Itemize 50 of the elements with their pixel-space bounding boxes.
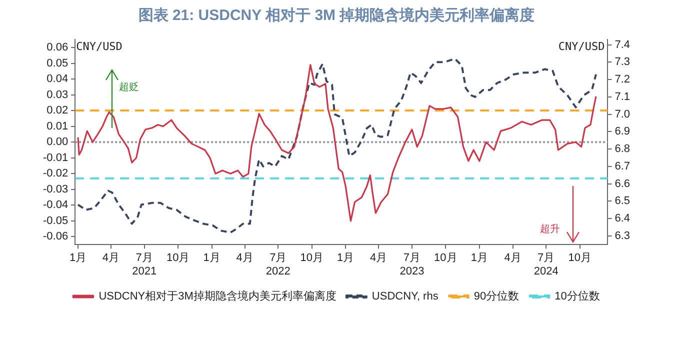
y-tick-label: 0.04 (46, 73, 68, 86)
y-tick-label: -0.04 (42, 199, 68, 212)
y-axis-title: CNY/USD (76, 40, 122, 53)
y2-tick-label: 6.4 (614, 212, 630, 225)
legend-label: USDCNY相对于3M掉期隐含境内美元利率偏离度 (98, 290, 336, 303)
y-tick-label: -0.02 (42, 168, 68, 180)
x-tick-label: 4月 (370, 252, 388, 264)
y-tick-label: 0.06 (46, 42, 68, 54)
y2-tick-label: 7.0 (614, 108, 630, 120)
annotation: 超贬 (119, 80, 139, 94)
y2-tick-label: 6.8 (614, 143, 630, 156)
y2-tick-label: 6.9 (614, 126, 630, 138)
x-tick-label: 1月 (337, 252, 354, 264)
x-tick-label: 7月 2024 (534, 252, 558, 278)
x-tick-label: 4月 (504, 252, 522, 264)
legend-label: 10分位数 (554, 290, 600, 303)
x-tick-label: 10月 (434, 252, 458, 264)
y-tick-label: -0.01 (42, 152, 68, 164)
y2-tick-label: 6.7 (614, 160, 630, 172)
legend-label: 90分位数 (474, 290, 520, 303)
x-tick-label: 4月 (236, 252, 254, 264)
y2-tick-label: 7.3 (614, 56, 630, 68)
x-tick-label: 1月 (69, 252, 87, 264)
y2-tick-label: 6.6 (614, 178, 630, 190)
y-tick-label: 0.03 (46, 88, 68, 101)
x-tick-label: 7月 2023 (400, 252, 424, 278)
x-tick-label: 7月 2022 (266, 252, 290, 278)
legend-label: USDCNY, rhs (372, 290, 439, 303)
y2-axis-title: CNY/USD (558, 40, 605, 53)
y2-tick-label: 6.3 (614, 230, 630, 242)
y-tick-label: 0.01 (46, 120, 68, 132)
y-tick-label: -0.06 (42, 230, 68, 243)
y-tick-label: -0.03 (42, 183, 68, 196)
y2-tick-label: 7.1 (614, 90, 630, 103)
x-tick-label: 10月 (166, 252, 190, 264)
chart-title: 图表 21: USDCNY 相对于 3M 掉期隐含境内美元利率偏离度 (137, 6, 536, 25)
annotation: 超升 (540, 222, 560, 236)
x-tick-label: 10月 (568, 252, 592, 264)
y-tick-label: 0.00 (46, 136, 68, 148)
y2-tick-label: 6.5 (614, 195, 630, 208)
x-tick-label: 10月 (300, 252, 324, 264)
x-tick-label: 4月 (102, 252, 120, 264)
x-tick-label: 1月 (470, 252, 488, 264)
y-tick-label: 0.02 (46, 104, 68, 117)
y2-tick-label: 7.2 (614, 74, 630, 86)
y2-tick-label: 7.4 (614, 38, 630, 51)
y-tick-label: -0.05 (42, 214, 68, 227)
y-tick-label: 0.05 (46, 57, 68, 70)
x-tick-label: 7月 2021 (132, 252, 157, 278)
x-tick-label: 1月 (203, 252, 220, 264)
